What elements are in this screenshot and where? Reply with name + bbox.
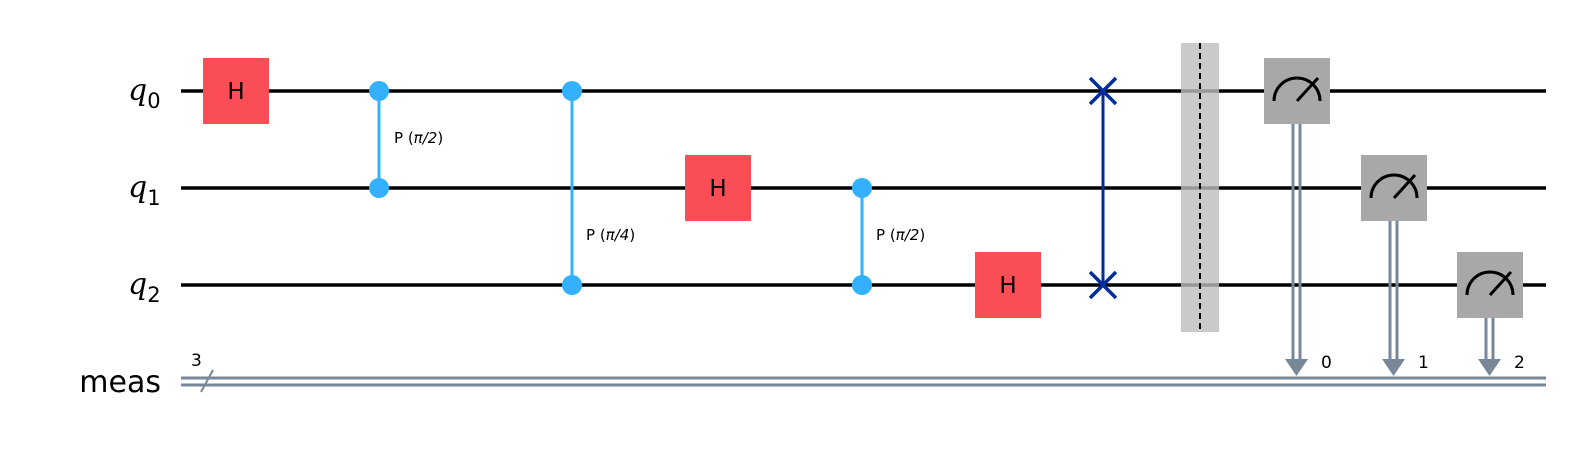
classical-width-label: 3 [191,351,202,371]
classical-register-label: meas [79,365,161,400]
classical-wire [181,376,1546,387]
x-cross-icon [1088,76,1118,106]
qubit-label-0: q0 [128,73,161,113]
measure-gate-q0: 0 [1264,58,1332,376]
qubit-label-1: q1 [128,170,161,210]
control-dot [369,178,389,198]
barrier [1181,43,1219,332]
control-dot [562,275,582,295]
meter-gauge-icon [1369,173,1419,200]
measure-bit-label: 2 [1514,353,1525,373]
h-gate-q2: H [975,252,1041,318]
swap-gate [1088,76,1118,300]
control-dot [369,81,389,101]
svg-text:H: H [227,79,244,105]
svg-text:H: H [709,176,726,202]
measure-bit-label: 1 [1418,353,1429,373]
control-dot [852,275,872,295]
qubit-label-2: q2 [128,267,161,307]
measure-gate-q1: 1 [1361,155,1429,376]
h-gate-q1: H [685,155,751,221]
meter-gauge-icon [1272,76,1322,103]
control-dot [852,178,872,198]
phase-label: P (π/2) [876,226,925,244]
h-gate-q0: H [203,58,269,124]
slash-icon [200,369,214,393]
controlled-phase-gate-3: P (π/2) [852,178,925,295]
x-cross-icon [1088,270,1118,300]
meter-gauge-icon [1465,270,1515,297]
controlled-phase-gate-2: P (π/4) [562,81,635,295]
phase-label: P (π/2) [394,129,443,147]
control-dot [562,81,582,101]
phase-label: P (π/4) [586,226,635,244]
controlled-phase-gate-1: P (π/2) [369,81,443,198]
measure-bit-label: 0 [1321,353,1332,373]
measure-gate-q2: 2 [1457,252,1525,376]
svg-text:H: H [999,273,1016,299]
